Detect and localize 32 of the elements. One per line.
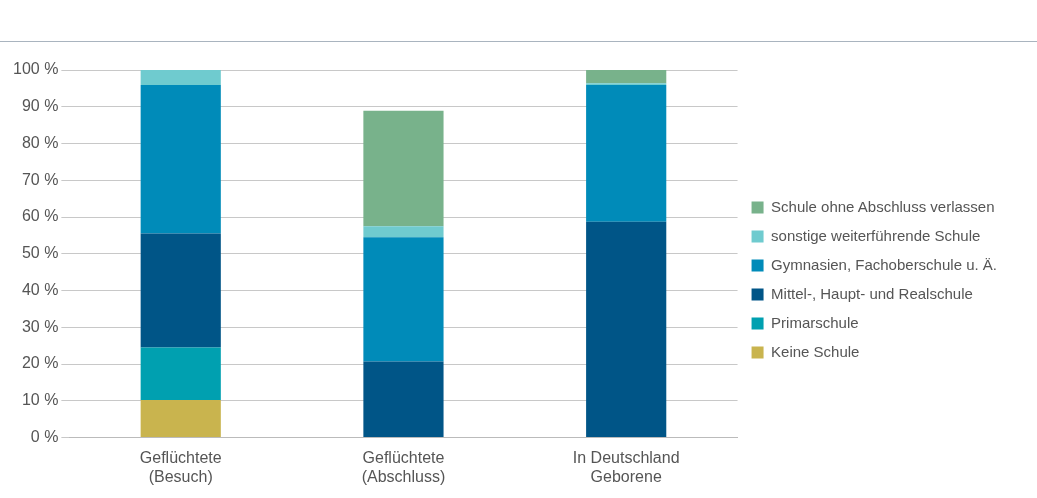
bar: [140, 233, 221, 348]
bar: [586, 221, 667, 438]
legend-label: Schule ohne Abschluss verlassen: [771, 197, 995, 215]
y-tick-label: 50 %: [21, 244, 59, 262]
legend-label: Gymnasien, Fachoberschule u. Ä.: [771, 255, 998, 273]
bar: [140, 85, 221, 234]
bar: [363, 226, 444, 238]
bar: [586, 85, 667, 222]
bar: [363, 110, 444, 227]
legend-label: sonstige weiterführende Schule: [771, 226, 981, 244]
y-tick-label: 20 %: [21, 354, 59, 372]
x-tick-label: Geflüchtete (Abschluss): [361, 448, 446, 485]
y-tick-label: 10 %: [21, 391, 59, 409]
bar: [140, 347, 221, 401]
y-tick-label: 70 %: [21, 170, 59, 188]
legend-label: Primarschule: [771, 313, 859, 331]
legend-label: Keine Schule: [771, 342, 860, 360]
y-tick-label: 0 %: [30, 428, 59, 446]
bar: [586, 70, 667, 84]
x-tick-label: Geflüchtete (Besuch): [139, 448, 222, 485]
y-tick-label: 40 %: [21, 280, 59, 298]
y-tick-label: 60 %: [21, 207, 59, 225]
y-tick-label: 90 %: [21, 97, 59, 115]
bar: [363, 237, 444, 362]
bar: [363, 361, 444, 438]
bar: [140, 70, 221, 86]
bar: [140, 400, 221, 438]
legend-label: Mittel-, Haupt- und Realschule: [771, 284, 973, 302]
y-tick-label: 30 %: [21, 317, 59, 335]
y-tick-label: 80 %: [21, 133, 59, 151]
x-tick-label: In Deutschland Geborene: [572, 448, 680, 485]
y-tick-label: 100 %: [12, 60, 59, 78]
